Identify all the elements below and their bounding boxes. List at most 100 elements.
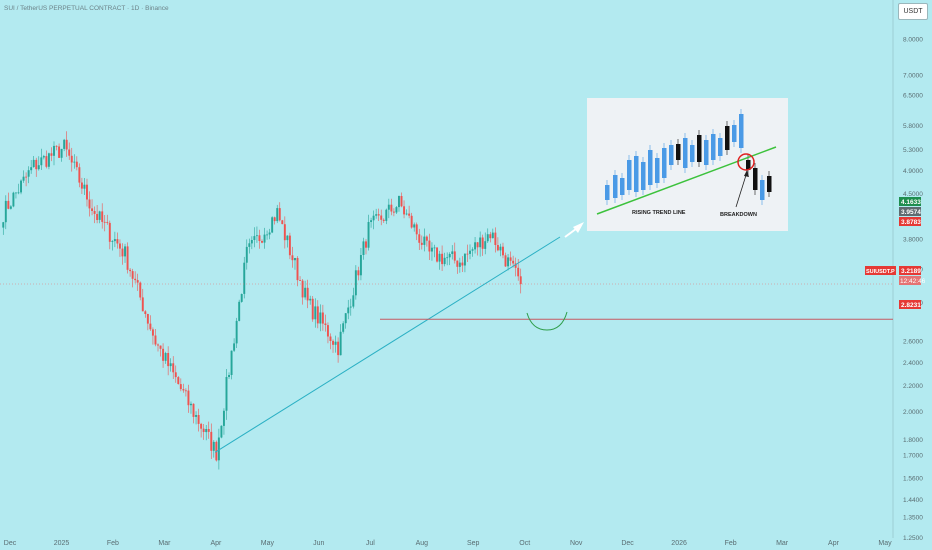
candle — [162, 343, 165, 368]
candle — [179, 378, 182, 392]
candle — [352, 287, 355, 309]
candle — [380, 209, 383, 226]
price-tick-14: 1.8000 — [903, 437, 923, 444]
candle — [278, 202, 281, 222]
price-tick-15: 1.7000 — [903, 452, 923, 459]
time-tick-7: Jul — [366, 540, 375, 547]
candle — [146, 313, 149, 331]
time-tick-8: Aug — [416, 540, 429, 547]
candle — [225, 369, 228, 420]
inset-candle — [620, 173, 625, 200]
currency-button[interactable]: USDT — [898, 3, 928, 20]
candle — [430, 242, 433, 261]
candle — [243, 256, 246, 299]
candle — [347, 299, 350, 320]
inset-candle — [641, 157, 646, 195]
candle — [212, 440, 215, 458]
candle — [83, 178, 86, 195]
candle — [182, 383, 185, 393]
candle — [139, 281, 142, 301]
inset-candle — [746, 155, 751, 175]
candle — [22, 170, 25, 183]
candle — [509, 251, 512, 266]
candle — [248, 238, 251, 254]
candle — [258, 229, 261, 249]
candle — [25, 172, 28, 187]
candle — [222, 408, 225, 435]
candle — [98, 210, 101, 224]
candle — [149, 315, 152, 331]
candle — [261, 239, 263, 244]
candle — [326, 322, 329, 344]
candle — [17, 183, 20, 195]
candle — [68, 142, 71, 160]
candle — [205, 425, 208, 441]
drawings — [0, 222, 893, 453]
price-axis[interactable]: 8.0000 7.0000 6.5000 5.8000 5.3000 4.9000 4.50… — [903, 37, 923, 542]
candle — [387, 198, 390, 219]
tag-green-value: 4.1633 — [901, 199, 921, 206]
candle — [197, 408, 200, 432]
candle — [314, 298, 317, 328]
candle — [32, 156, 35, 168]
candle — [489, 231, 492, 243]
candle — [116, 232, 119, 249]
candle — [283, 216, 286, 249]
candle — [118, 239, 121, 257]
candle — [382, 218, 385, 223]
inset-trend-line — [596, 146, 777, 215]
time-tick-3: Mar — [158, 540, 171, 547]
inset-candle — [613, 170, 618, 203]
candle — [332, 339, 334, 353]
symbol-tag — [865, 266, 896, 275]
candle — [184, 388, 187, 397]
inset-arrow-line — [735, 171, 748, 208]
candle — [20, 179, 22, 195]
candle — [202, 424, 205, 440]
tag-red-value: 3.8783 — [901, 219, 921, 226]
candle — [519, 268, 522, 294]
candle — [35, 157, 38, 177]
candle — [233, 338, 236, 352]
candle — [514, 257, 517, 277]
price-tick-10: 2.6000 — [903, 338, 923, 345]
candle — [273, 216, 276, 225]
candle — [195, 411, 198, 425]
time-axis[interactable]: Dec 2025 Feb Mar Apr May Jun Jul Aug Sep Oct Nov Dec… — [4, 540, 892, 547]
candle — [129, 268, 132, 277]
candle — [288, 232, 291, 260]
candle — [433, 244, 436, 258]
candle — [337, 337, 340, 363]
support-tag-value: 2.8231 — [901, 302, 921, 309]
candle — [372, 210, 375, 230]
candle — [240, 293, 243, 303]
candle — [124, 243, 126, 263]
candle — [210, 423, 213, 459]
candle — [177, 376, 180, 385]
inset-candle — [767, 171, 772, 197]
time-tick-12: Dec — [621, 540, 634, 547]
time-tick-11: Nov — [570, 540, 583, 547]
candle — [329, 333, 332, 350]
inset-candle — [739, 109, 744, 153]
candle — [405, 209, 408, 216]
time-tick-10: Oct — [519, 540, 530, 547]
candle — [466, 244, 469, 262]
candle — [469, 244, 471, 260]
candle — [390, 198, 393, 216]
inset-candle — [662, 143, 667, 183]
candle — [359, 248, 362, 281]
candle — [228, 372, 230, 379]
tag-gray-value: 3.9574 — [901, 209, 921, 216]
candle — [113, 231, 116, 248]
pointer-arrow-head — [573, 222, 584, 233]
candle — [47, 152, 50, 170]
tag-red — [899, 217, 921, 226]
symbol-tag-label: SUIUSDT.P — [866, 269, 895, 275]
candle — [255, 226, 258, 243]
candle — [190, 401, 192, 414]
candle — [286, 235, 289, 248]
inset-candle — [605, 180, 610, 205]
